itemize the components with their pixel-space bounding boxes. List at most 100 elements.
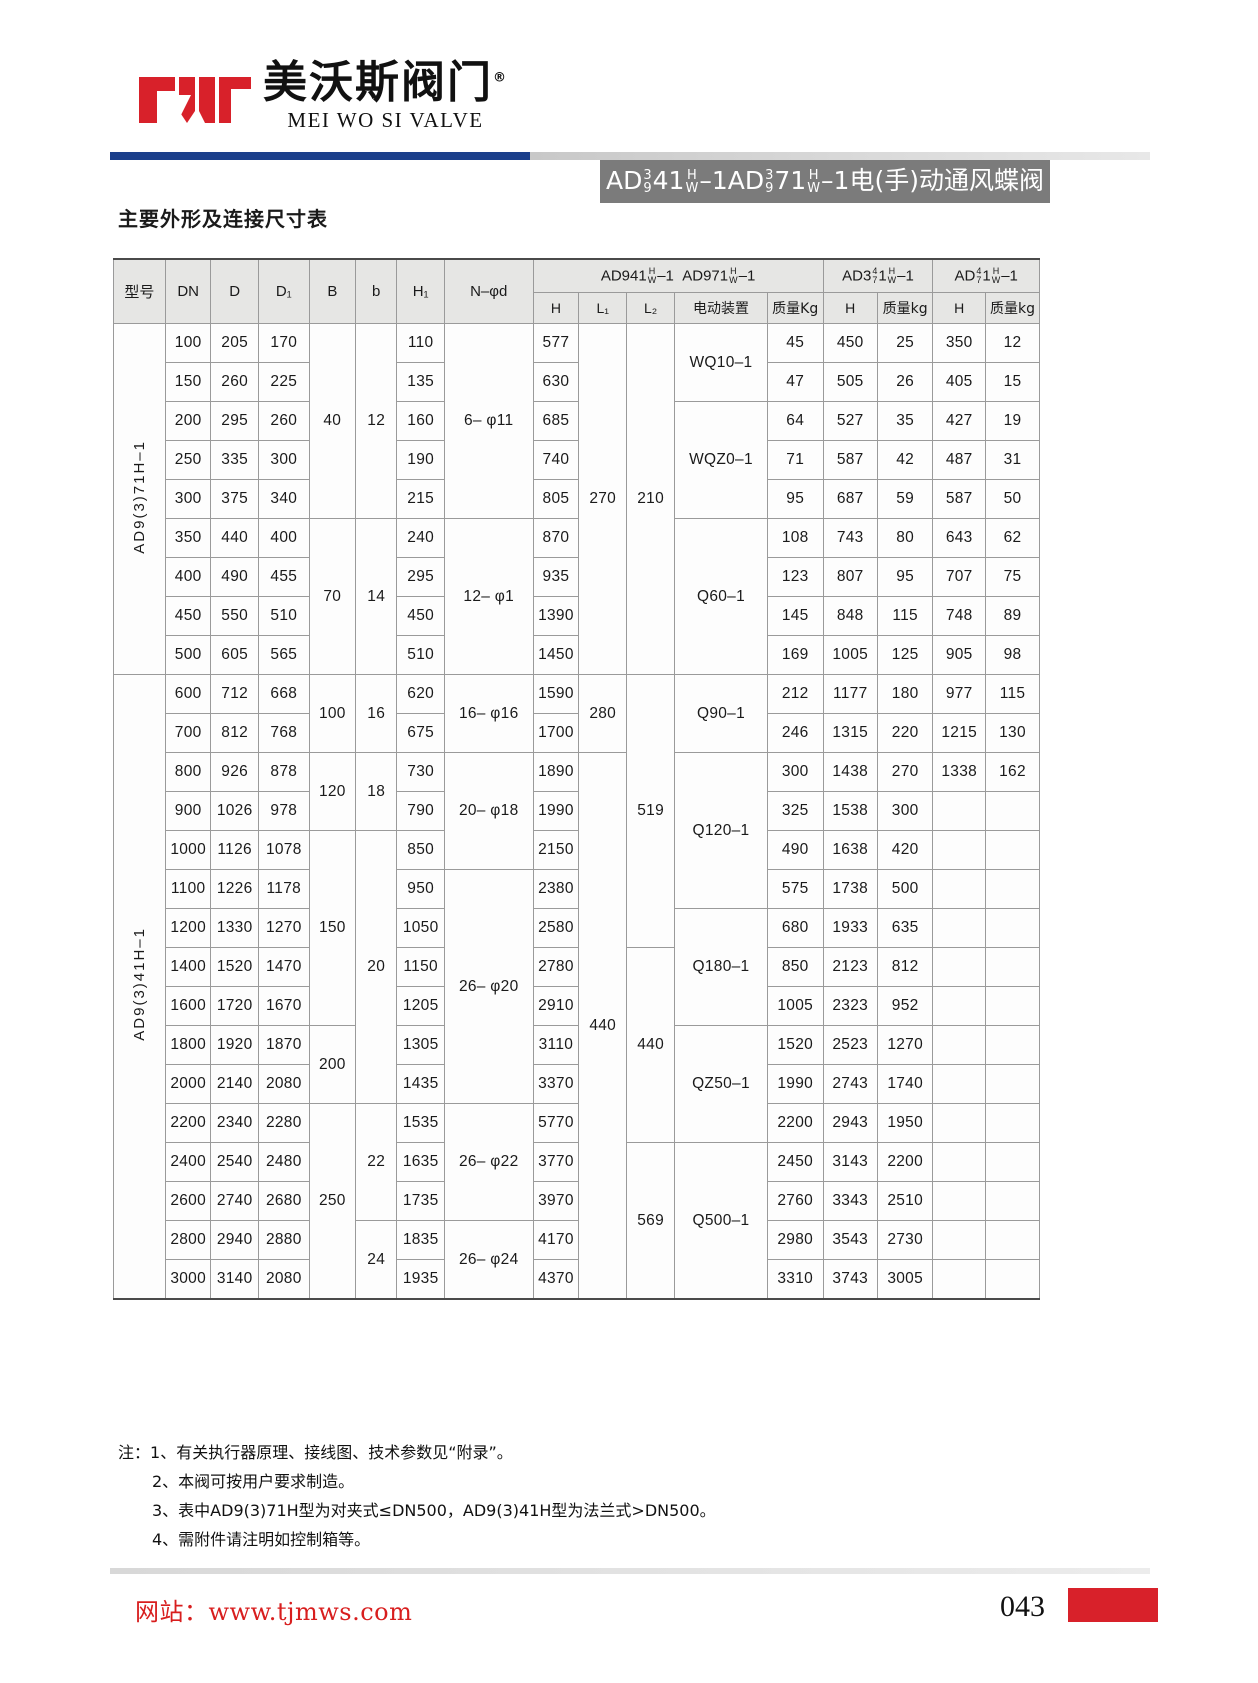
th-d: D	[210, 258, 259, 324]
cell-mass-2: 80	[876, 518, 934, 558]
cell-mass-3	[985, 947, 1040, 987]
cell-mass-3	[985, 1220, 1040, 1260]
cell-l1: 270	[578, 323, 628, 675]
note-line-4: 4、需附件请注明如控制箱等。	[152, 1530, 371, 1549]
notes-label: 注：	[118, 1443, 151, 1462]
th-l1: L₁	[578, 292, 628, 324]
mws-red-logo-icon	[135, 71, 255, 133]
cell-h-71: 707	[932, 557, 987, 597]
th-n-phi-d: N–φd	[443, 258, 534, 324]
cell-h-371: 2523	[822, 1025, 878, 1065]
brand-name-cn: 美沃斯阀门®	[263, 59, 508, 106]
cell-mass-3	[985, 1064, 1040, 1104]
table-row: 400 490 455 295 935 123 807 95 707 75	[114, 557, 1040, 597]
cell-h-371: 1738	[822, 869, 878, 909]
cell-h-71: 643	[932, 518, 987, 558]
cell-h-371: 743	[822, 518, 878, 558]
cell-mass-2: 25	[876, 323, 934, 363]
cell-mass-2: 812	[876, 947, 934, 987]
cell-mass-3	[985, 1103, 1040, 1143]
cell-h-71: 977	[932, 674, 987, 714]
cell-d: 1920	[210, 1025, 259, 1065]
cell-mass-3: 50	[985, 479, 1040, 519]
cell-n-phi-d: 26– φ24	[443, 1220, 534, 1300]
cell-h: 2580	[532, 908, 580, 948]
cell-b-upper: 150	[308, 830, 356, 1026]
cell-dn: 800	[164, 752, 212, 792]
cell-mass-1: 47	[766, 362, 824, 402]
cell-mass-2: 3005	[876, 1259, 934, 1300]
cell-d1: 2880	[257, 1220, 310, 1260]
cell-d: 2340	[210, 1103, 259, 1143]
cell-mass-3: 62	[985, 518, 1040, 558]
cell-mass-2: 1950	[876, 1103, 934, 1143]
cell-b-lower: 14	[354, 518, 398, 675]
cell-mass-3: 19	[985, 401, 1040, 441]
cell-mass-2: 952	[876, 986, 934, 1026]
cell-d: 1226	[210, 869, 259, 909]
cell-h: 2150	[532, 830, 580, 870]
table-row: 1800 1920 1870 200 1305 3110 QZ50–1 1520 2523 127…	[114, 1025, 1040, 1143]
cell-h1: 110	[396, 323, 445, 363]
cell-d: 605	[210, 635, 259, 675]
table-head: 型号 DN D D₁ B b H₁ N–φd AD941 H W –1 AD971 H W…	[113, 258, 1040, 324]
cell-mass-2: 2200	[876, 1142, 934, 1182]
cell-h-71: 405	[932, 362, 987, 402]
cell-dn: 2200	[164, 1103, 212, 1143]
table-head-row-1: 型号 DN D D₁ B b H₁ N–φd AD941 H W –1 AD971 H W…	[113, 258, 1040, 324]
cell-d: 205	[210, 323, 259, 363]
cell-l2: 210	[626, 323, 676, 675]
dimension-table: 型号 DN D D₁ B b H₁ N–φd AD941 H W –1 AD971 H W…	[113, 258, 1040, 1300]
cell-h-71: 748	[932, 596, 987, 636]
cell-dn: 1800	[164, 1025, 212, 1065]
cell-mass-1: 169	[766, 635, 824, 675]
cell-dn: 1600	[164, 986, 212, 1026]
cell-d: 1126	[210, 830, 259, 870]
cell-b-lower: 16	[354, 674, 398, 753]
cell-h-371: 505	[822, 362, 878, 402]
cell-dn: 1000	[164, 830, 212, 870]
cell-dn: 250	[164, 440, 212, 480]
cell-dn: 1200	[164, 908, 212, 948]
cell-b-upper: 120	[308, 752, 356, 831]
cell-actuator: WQZ0–1	[674, 401, 768, 519]
cell-d: 2140	[210, 1064, 259, 1104]
cell-d1: 260	[257, 401, 310, 441]
cell-b-upper: 40	[308, 323, 356, 519]
cell-h-71	[932, 908, 987, 948]
cell-b-upper: 200	[308, 1025, 356, 1104]
cell-mass-1: 64	[766, 401, 824, 441]
cell-h: 577	[532, 323, 580, 363]
notes-block: 注：1、有关执行器原理、接线图、技术参数见“附录”。 2、本阀可按用户要求制造。…	[118, 1438, 1018, 1554]
cell-d: 1520	[210, 947, 259, 987]
cell-h-71	[932, 1064, 987, 1104]
cell-d: 375	[210, 479, 259, 519]
cell-mass-1: 3310	[766, 1259, 824, 1300]
table-row: 2200 2340 2280 250 22 1535 26– φ22 5770 2200 2943…	[114, 1103, 1040, 1300]
cell-h: 630	[532, 362, 580, 402]
cell-mass-3: 89	[985, 596, 1040, 636]
cell-mass-2: 635	[876, 908, 934, 948]
th-mass-1: 质量Kg	[766, 292, 824, 324]
table-row: 350 440 400 70 14 240 12– φ1 870 Q60–1 108 743 80 64…	[114, 518, 1040, 675]
cell-n-phi-d: 26– φ20	[443, 869, 534, 1104]
cell-h-371: 3143	[822, 1142, 878, 1182]
cell-b-upper: 250	[308, 1103, 356, 1300]
cell-d1: 1470	[257, 947, 310, 987]
cell-mass-2: 95	[876, 557, 934, 597]
cell-h: 870	[532, 518, 580, 558]
cell-mass-2: 270	[876, 752, 934, 792]
cell-d1: 1270	[257, 908, 310, 948]
note-line-3: 3、表中AD9(3)71H型为对夹式≤DN500，AD9(3)41H型为法兰式>…	[152, 1501, 716, 1520]
cell-h-371: 2743	[822, 1064, 878, 1104]
cell-n-phi-d: 6– φ11	[443, 323, 534, 519]
cell-mass-1: 325	[766, 791, 824, 831]
cell-dn: 400	[164, 557, 212, 597]
cell-mass-1: 680	[766, 908, 824, 948]
th-group-ad371: AD3 4 7 1 H W –1	[822, 258, 934, 293]
row-group-label-upper-text: AD9(3)71H–1	[130, 439, 148, 554]
cell-mass-1: 1990	[766, 1064, 824, 1104]
cell-d1: 978	[257, 791, 310, 831]
